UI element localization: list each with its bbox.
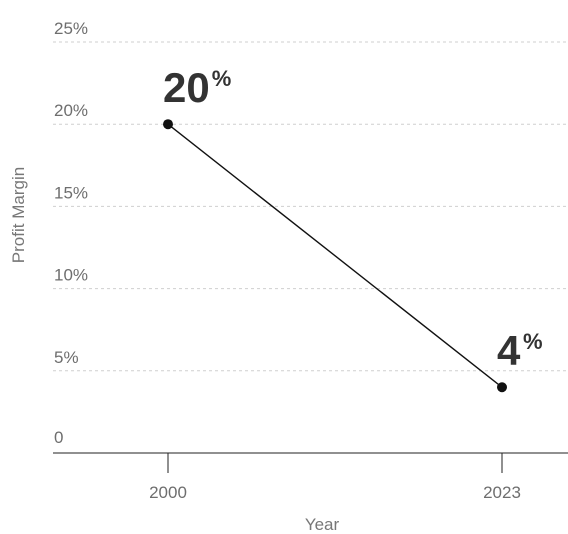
data-labels: 20 %4% — [163, 64, 543, 374]
gridlines — [53, 41, 568, 372]
x-tick-label: 2023 — [483, 483, 521, 502]
data-label-unit: % — [212, 66, 232, 91]
y-tick-label: 0 — [54, 428, 63, 447]
data-label-value: 4 — [497, 327, 521, 374]
y-tick-label: 10% — [54, 266, 88, 285]
x-axis-ticks: 2000 2023 — [149, 453, 521, 502]
y-tick-label: 20% — [54, 101, 88, 120]
y-tick-label: 15% — [54, 183, 88, 202]
y-tick-label: 25% — [54, 19, 88, 38]
y-axis-ticks: 0 5% 10% 15% 20% 25% — [54, 19, 88, 447]
data-point — [163, 119, 173, 130]
y-tick-label: 5% — [54, 348, 79, 367]
y-axis-title: Profit Margin — [9, 167, 28, 263]
x-axis-title: Year — [305, 515, 340, 534]
series-layer — [163, 119, 507, 393]
series-line — [167, 123, 503, 388]
data-label-unit: % — [523, 329, 543, 354]
data-point — [497, 382, 507, 393]
x-tick-label: 2000 — [149, 483, 187, 502]
data-label-value: 20 — [163, 64, 210, 111]
